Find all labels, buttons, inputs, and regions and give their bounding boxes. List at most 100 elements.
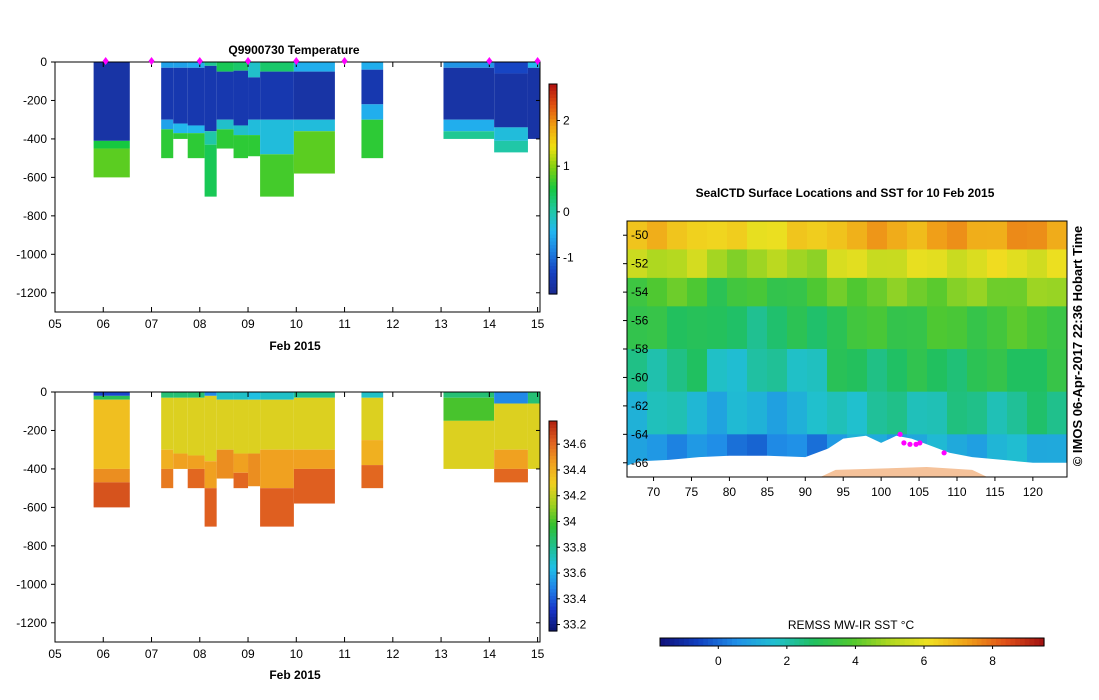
sst-colorbar-segment	[1029, 638, 1035, 646]
sst-cell	[667, 277, 688, 307]
salinity-ytick-label: -200	[23, 423, 47, 437]
salinity-colorbar-segment	[549, 491, 557, 496]
sst-xtick-label: 85	[761, 485, 775, 499]
temperature-ytick-label: 0	[40, 55, 47, 69]
temperature-profile-10-band-0	[361, 62, 384, 70]
temperature-title: Q9900730 Temperature	[228, 43, 360, 57]
sst-ytick-label: -56	[631, 314, 649, 328]
sst-cell	[787, 349, 808, 393]
temperature-colorbar-segment	[549, 231, 557, 236]
temperature-profile-7-band-0	[248, 62, 261, 78]
salinity-colorbar-segment	[549, 571, 557, 576]
sst-cell	[787, 277, 808, 307]
temperature-colorbar-segment	[549, 241, 557, 246]
temperature-colorbar-segment	[549, 185, 557, 190]
sst-cell	[987, 277, 1008, 307]
sst-colorbar-segment	[832, 638, 839, 646]
temperature-profile-0-band-0	[93, 62, 130, 141]
sst-colorbar-segment	[871, 638, 877, 646]
salinity-colorbar-segment	[549, 470, 557, 475]
sst-colorbar-segment	[986, 638, 992, 646]
salinity-colorbar-segment	[549, 543, 557, 548]
salinity-ytick-label: -400	[23, 462, 47, 476]
temperature-colorbar-segment	[549, 112, 557, 117]
sst-colorbar-segment	[693, 638, 699, 646]
sst-cell	[887, 221, 908, 250]
sst-colorbar-segment	[856, 638, 863, 646]
sst-colorbar-segment	[669, 638, 675, 646]
sst-ytick-label: -62	[631, 399, 649, 413]
sst-cell	[827, 249, 848, 279]
sst-cell	[947, 349, 968, 393]
temperature-xtick-label: 08	[193, 317, 207, 331]
sst-cell	[1007, 249, 1028, 279]
salinity-colorbar-segment	[549, 603, 557, 608]
temperature-profile-8-band-2	[260, 119, 294, 155]
temperature-colorbar-segment	[549, 259, 557, 264]
sst-colorbar-segment	[674, 638, 680, 646]
sst-colorbar-segment	[1039, 638, 1045, 646]
sst-cell	[787, 306, 808, 350]
salinity-colorbar-segment	[549, 554, 557, 559]
temperature-colorbar-segment	[549, 87, 557, 92]
salinity-profile-7-band-2	[248, 453, 261, 487]
temperature-profile-11-band-1	[443, 67, 495, 120]
sst-cell	[1007, 349, 1028, 393]
temperature-profile-7-band-3	[248, 135, 261, 157]
sst-xtick-label: 120	[1023, 485, 1043, 499]
temperature-colorbar-label: 0	[563, 205, 570, 219]
sst-cell	[987, 306, 1008, 350]
sst-colorbar-label: 8	[989, 654, 996, 668]
sst-colorbar-segment	[664, 638, 671, 646]
salinity-xtick-label: 14	[483, 647, 497, 661]
sst-cell	[767, 349, 788, 393]
sst-cell	[687, 349, 708, 393]
salinity-colorbar-segment	[549, 466, 557, 471]
sst-cell	[707, 391, 728, 435]
sst-cell	[987, 249, 1008, 279]
salinity-colorbar-segment	[549, 512, 557, 517]
sst-cell	[647, 306, 668, 350]
temperature-profile-2-band-0	[173, 62, 188, 68]
sst-colorbar-segment	[914, 638, 920, 646]
temperature-colorbar-segment	[549, 203, 557, 208]
sst-colorbar-segment	[900, 638, 906, 646]
sst-cell	[827, 277, 848, 307]
salinity-xtick-label: 05	[48, 647, 62, 661]
sst-cell	[827, 349, 848, 393]
salinity-colorbar-segment	[549, 480, 557, 485]
salinity-colorbar-segment	[549, 445, 557, 450]
imos-timestamp-label: © IMOS 06-Apr-2017 22:36 Hobart Time	[1070, 226, 1085, 467]
salinity-colorbar-segment	[549, 442, 557, 447]
sst-cell	[967, 249, 988, 279]
sst-colorbar-segment	[688, 638, 695, 646]
temperature-ytick-label: -200	[23, 93, 47, 107]
temperature-colorbar-segment	[549, 136, 557, 141]
sst-ytick-label: -54	[631, 285, 649, 299]
temperature-colorbar-label: -1	[563, 250, 574, 264]
sst-xtick-label: 90	[799, 485, 813, 499]
sst-cell	[807, 277, 828, 307]
sst-colorbar-segment	[804, 638, 810, 646]
temperature-profile-5-band-1	[216, 71, 234, 120]
salinity-colorbar-segment	[549, 610, 557, 615]
salinity-xtick-label: 08	[193, 647, 207, 661]
salinity-colorbar-segment	[549, 498, 557, 503]
sst-colorbar-segment	[679, 638, 685, 646]
salinity-profile-12-band-1	[494, 403, 528, 450]
sst-cell	[987, 349, 1008, 393]
salinity-profile-9-band-0	[293, 392, 335, 398]
sst-cell	[907, 391, 928, 435]
antarctic-ice	[627, 435, 1067, 477]
temperature-profile-marker	[196, 57, 203, 65]
salinity-colorbar-label: 34.6	[563, 437, 587, 451]
sst-xtick-label: 110	[947, 485, 966, 499]
sst-cell	[1047, 277, 1068, 307]
temperature-profile-12-band-2	[494, 127, 528, 141]
sst-cell	[927, 349, 948, 393]
temperature-profile-13-band-0	[527, 62, 540, 68]
temperature-colorbar-segment	[549, 94, 557, 99]
salinity-colorbar-segment	[549, 533, 557, 538]
sst-colorbar-segment	[1010, 638, 1016, 646]
temperature-ytick-label: -800	[23, 209, 47, 223]
